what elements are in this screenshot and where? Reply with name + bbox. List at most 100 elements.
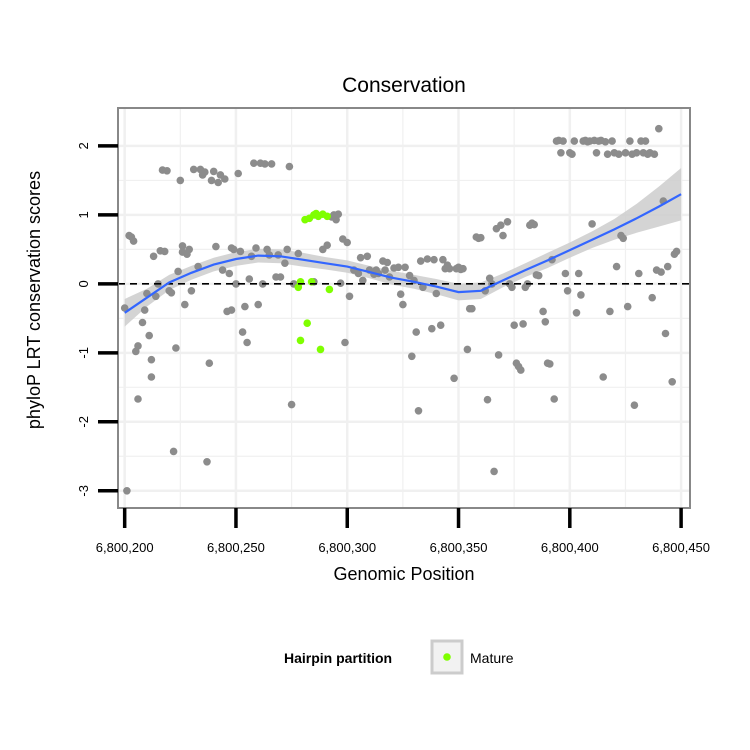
y-tick-label: -1 bbox=[76, 347, 91, 359]
data-point bbox=[648, 293, 656, 302]
data-point bbox=[572, 309, 581, 317]
data-point bbox=[483, 395, 492, 404]
mature-point bbox=[296, 336, 305, 345]
data-point bbox=[221, 175, 229, 183]
x-tick-label: 6,800,400 bbox=[541, 540, 599, 555]
data-point bbox=[254, 300, 262, 309]
y-tick-label: -2 bbox=[76, 416, 91, 428]
x-tick-label: 6,800,200 bbox=[96, 540, 154, 555]
data-point bbox=[381, 266, 389, 274]
mature-point bbox=[325, 285, 334, 294]
confidence-band bbox=[124, 168, 682, 327]
data-point bbox=[477, 233, 485, 242]
smooth-fit-line bbox=[124, 193, 682, 314]
data-point bbox=[172, 344, 180, 352]
data-point bbox=[412, 328, 421, 336]
data-point bbox=[138, 318, 147, 327]
data-point bbox=[539, 307, 547, 316]
data-point bbox=[563, 287, 572, 295]
data-point bbox=[341, 338, 349, 347]
data-point bbox=[120, 304, 129, 312]
x-axis-title: Genomic Position bbox=[333, 564, 474, 584]
mature-point bbox=[303, 319, 312, 328]
data-point bbox=[439, 255, 447, 264]
data-point bbox=[383, 258, 392, 267]
data-point bbox=[167, 289, 176, 297]
data-point bbox=[641, 137, 650, 145]
data-point bbox=[134, 395, 142, 403]
y-tick-label: 1 bbox=[76, 211, 91, 218]
data-point bbox=[205, 359, 214, 368]
data-point bbox=[557, 149, 565, 157]
data-point bbox=[519, 320, 527, 328]
y-tick-label: 0 bbox=[76, 280, 91, 287]
data-point bbox=[209, 167, 218, 176]
x-tick-label: 6,800,250 bbox=[207, 540, 265, 555]
data-point bbox=[623, 302, 632, 311]
data-point bbox=[176, 176, 185, 185]
data-point bbox=[432, 289, 441, 298]
data-point bbox=[354, 269, 363, 278]
data-point bbox=[345, 292, 354, 301]
data-point bbox=[140, 306, 149, 314]
y-axis-title: phyloP LRT conservation scores bbox=[24, 171, 44, 429]
data-point bbox=[281, 259, 289, 268]
data-point bbox=[414, 407, 423, 415]
data-point bbox=[261, 160, 269, 168]
legend: Hairpin partition Mature bbox=[284, 639, 514, 675]
data-point bbox=[657, 268, 665, 276]
data-point bbox=[405, 271, 414, 280]
data-point bbox=[632, 149, 641, 157]
data-point bbox=[459, 264, 467, 273]
data-point bbox=[561, 269, 570, 278]
data-point bbox=[612, 262, 621, 271]
data-point bbox=[550, 395, 558, 403]
data-point bbox=[621, 149, 630, 157]
data-point bbox=[445, 264, 454, 273]
x-tick-label: 6,800,450 bbox=[652, 540, 710, 555]
plot-area: 6,800,200 6,800,250 6,800,300 6,800,350 6,80… bbox=[76, 107, 710, 555]
data-point bbox=[123, 487, 131, 495]
data-point bbox=[530, 220, 538, 229]
data-point bbox=[212, 242, 220, 251]
data-point bbox=[577, 291, 585, 299]
data-point bbox=[160, 247, 169, 256]
data-point bbox=[238, 328, 247, 336]
data-point bbox=[187, 287, 196, 295]
data-point bbox=[243, 338, 251, 347]
data-point bbox=[428, 324, 436, 333]
data-point bbox=[189, 165, 198, 174]
mature-point bbox=[316, 345, 325, 354]
legend-title: Hairpin partition bbox=[284, 650, 392, 666]
data-point bbox=[145, 331, 153, 340]
data-point bbox=[225, 269, 234, 278]
legend-mature-point bbox=[443, 653, 451, 661]
data-point bbox=[494, 351, 503, 359]
data-point bbox=[430, 255, 438, 264]
data-point bbox=[201, 168, 209, 176]
data-point bbox=[663, 262, 672, 271]
data-point bbox=[606, 307, 614, 316]
data-point bbox=[356, 253, 365, 262]
data-point bbox=[603, 150, 612, 158]
data-point bbox=[207, 176, 216, 185]
data-point bbox=[181, 300, 189, 309]
data-point bbox=[499, 231, 507, 240]
data-point bbox=[626, 137, 634, 145]
data-point bbox=[503, 218, 512, 226]
data-point bbox=[497, 221, 505, 229]
x-tick-label: 6,800,300 bbox=[318, 540, 376, 555]
data-point bbox=[178, 242, 187, 250]
data-point bbox=[399, 300, 407, 309]
data-point bbox=[394, 263, 403, 272]
chart-title: Conservation bbox=[342, 74, 466, 97]
data-point bbox=[147, 355, 156, 364]
data-point bbox=[241, 302, 249, 311]
data-point bbox=[149, 252, 158, 261]
data-point bbox=[668, 378, 676, 386]
data-point bbox=[152, 292, 160, 301]
data-point bbox=[408, 352, 416, 361]
data-point bbox=[510, 321, 518, 330]
data-point bbox=[250, 159, 258, 167]
data-point bbox=[343, 238, 352, 247]
